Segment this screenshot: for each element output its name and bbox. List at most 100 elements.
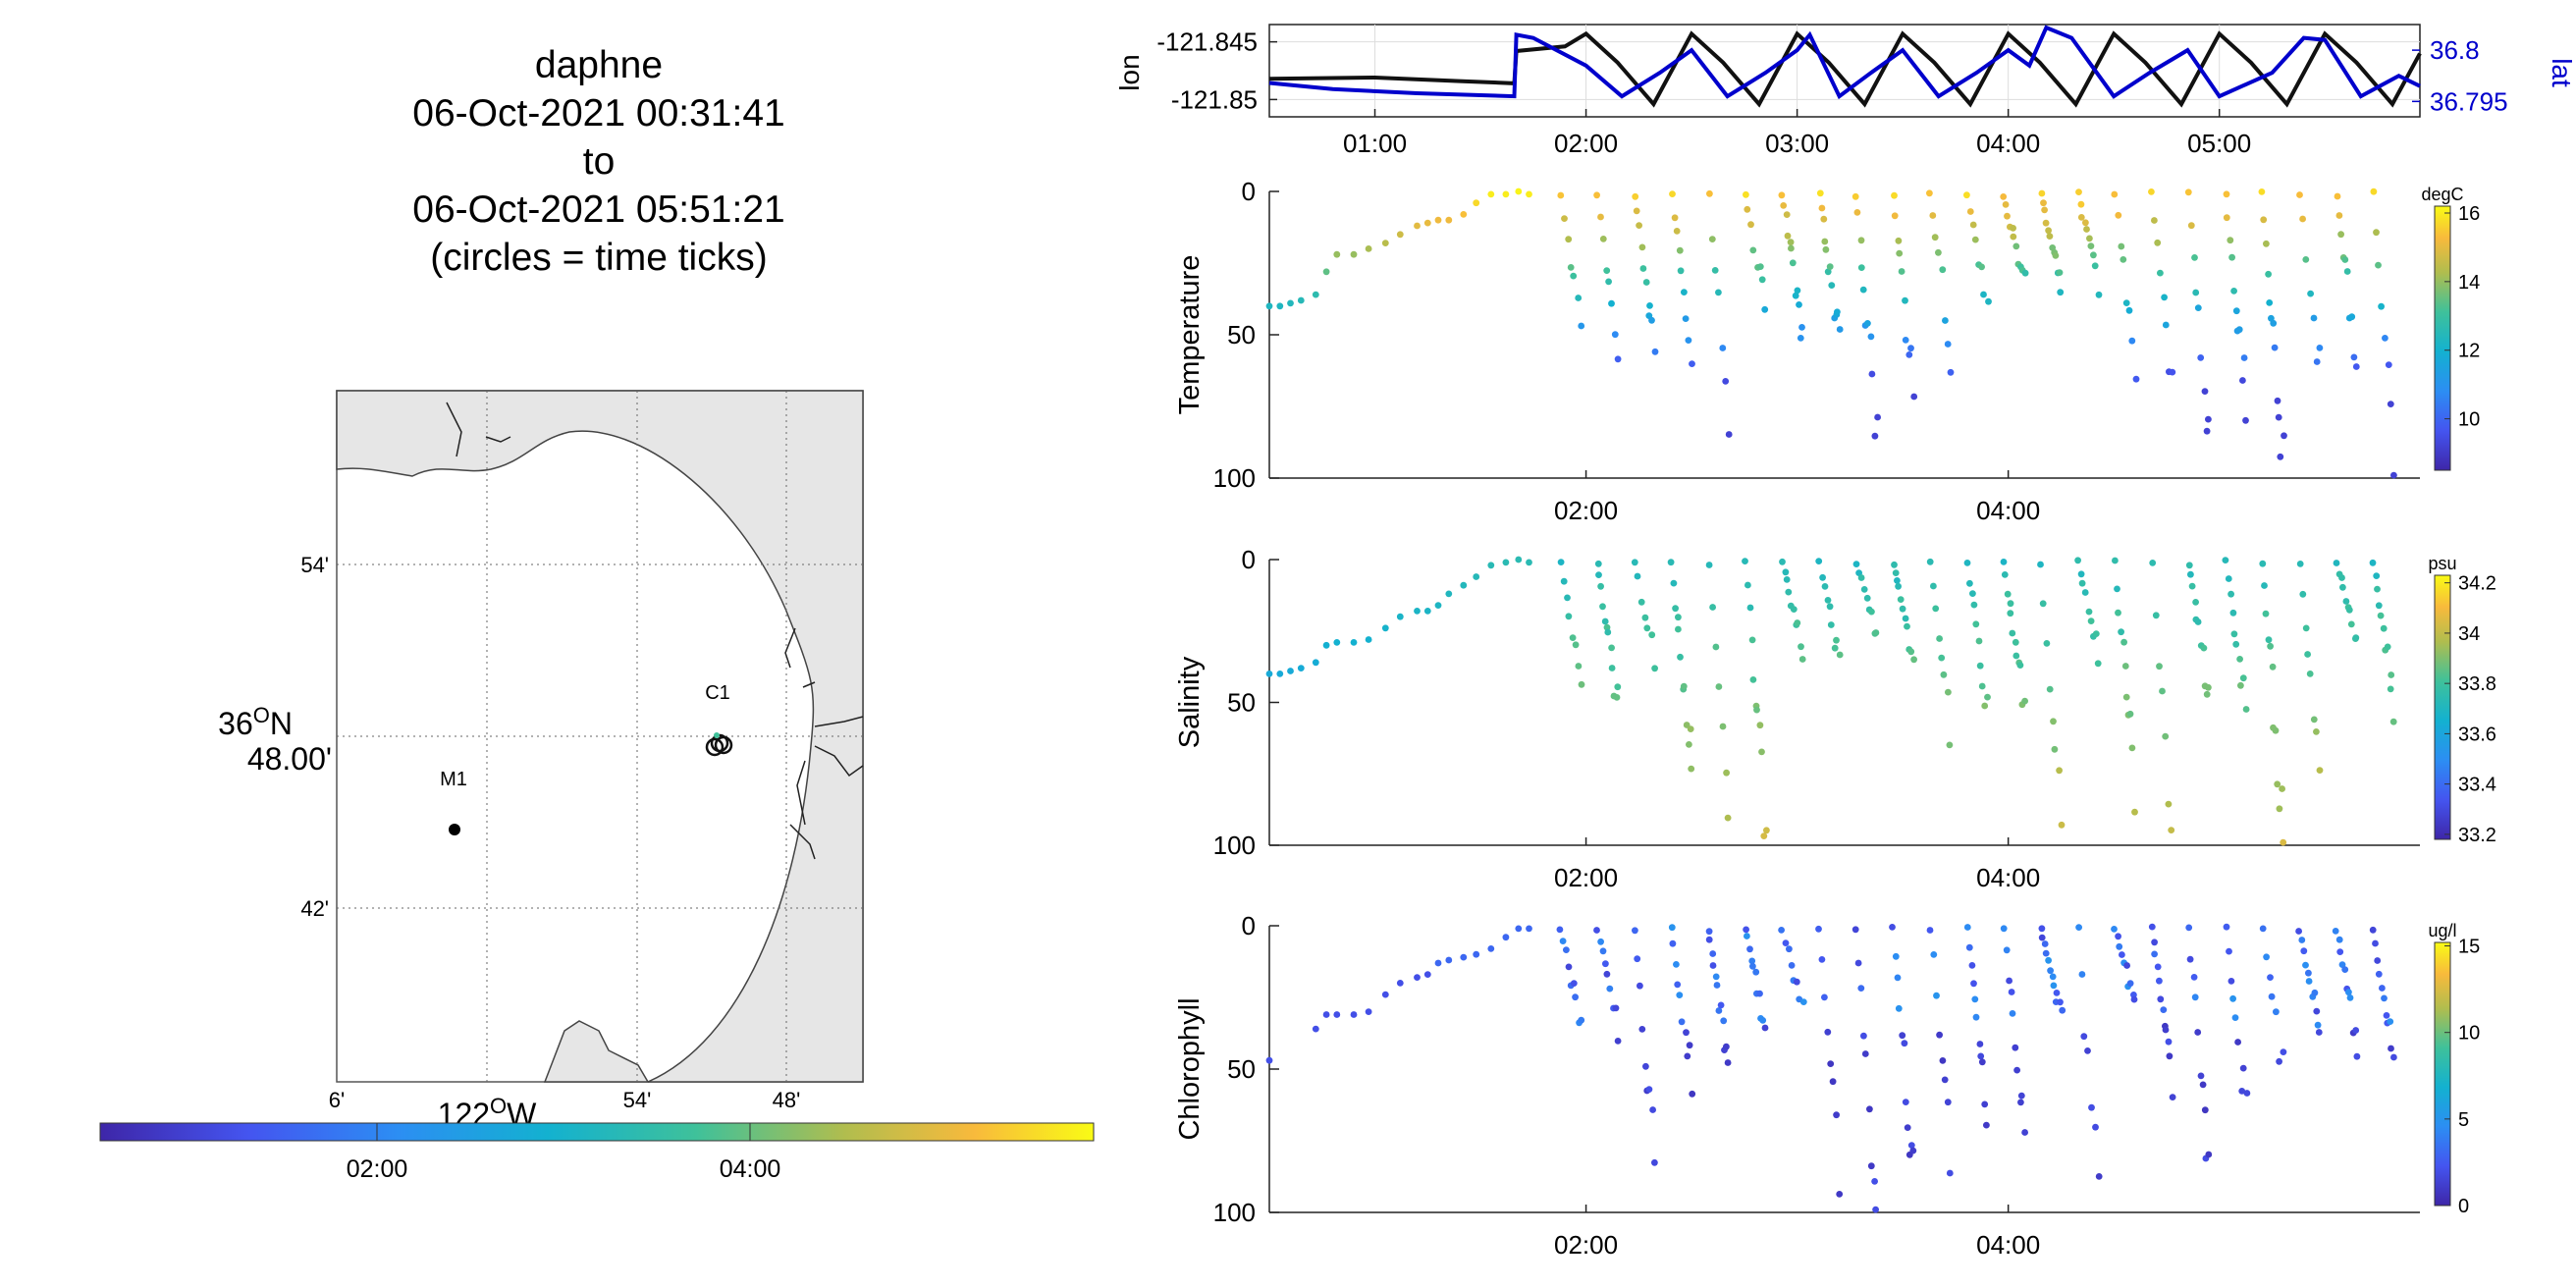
station-c1: C1 bbox=[705, 682, 733, 757]
temperature-data-point bbox=[2157, 269, 2164, 277]
chlorophyll-data-point bbox=[1720, 1017, 1728, 1025]
lat-series-line bbox=[1268, 25, 2421, 100]
chlorophyll-data-point bbox=[2383, 1012, 2390, 1019]
chlorophyll-data-point bbox=[2313, 1007, 2321, 1015]
salinity-data-point bbox=[2012, 652, 2020, 660]
chlorophyll-data-point bbox=[2315, 1029, 2323, 1036]
temperature-data-point bbox=[1681, 289, 1688, 295]
temperature-data-point bbox=[2115, 211, 2122, 219]
salinity-data-point bbox=[1821, 583, 1829, 590]
chlorophyll-data-point bbox=[1578, 1016, 1585, 1024]
temperature-data-point bbox=[1646, 302, 1653, 309]
salinity-data-point bbox=[2081, 589, 2089, 596]
temperature-data-point bbox=[2075, 188, 2082, 196]
chlorophyll-xtick-label-0: 02:00 bbox=[1554, 1230, 1618, 1260]
chlorophyll-data-point bbox=[2162, 1026, 2170, 1034]
salinity-data-point bbox=[1460, 581, 1468, 589]
chlorophyll-data-point bbox=[1434, 959, 1442, 967]
temperature-colorbar-tick-label-3: 10 bbox=[2458, 409, 2480, 431]
chlorophyll-data-point bbox=[2123, 962, 2131, 969]
salinity-data-point bbox=[2342, 598, 2350, 605]
salinity-data-point bbox=[1675, 625, 1682, 633]
temperature-axis-label: Temperature bbox=[1174, 255, 1206, 415]
chlorophyll-data-point bbox=[2012, 1044, 2019, 1051]
salinity-data-point bbox=[2115, 609, 2121, 617]
temperature-data-point bbox=[1605, 278, 1612, 286]
salinity-data-point bbox=[2222, 557, 2229, 564]
salinity-data-point bbox=[2165, 800, 2173, 808]
chlorophyll-data-point bbox=[1930, 951, 1938, 958]
chlorophyll-colorbar bbox=[2434, 941, 2451, 1207]
chlorophyll-data-point bbox=[1894, 974, 1902, 982]
chlorophyll-data-point bbox=[2045, 956, 2053, 964]
map-lon-tick-6: 6' bbox=[329, 1088, 345, 1112]
temperature-data-point bbox=[1689, 360, 1695, 367]
salinity-data-point bbox=[2380, 624, 2388, 632]
temperature-data-point bbox=[1265, 302, 1273, 310]
salinity-data-point bbox=[1381, 624, 1389, 632]
temperature-data-point bbox=[1797, 335, 1804, 342]
temperature-data-point bbox=[1816, 189, 1824, 197]
chlorophyll-data-point bbox=[1786, 945, 1793, 953]
salinity-data-point bbox=[2152, 612, 2160, 619]
salinity-data-point bbox=[1831, 644, 1839, 652]
chlorophyll-data-point bbox=[1423, 971, 1431, 978]
temperature-data-point bbox=[2004, 212, 2011, 220]
chlorophyll-data-point bbox=[1981, 1100, 1989, 1108]
chlorophyll-data-point bbox=[1829, 1078, 1837, 1086]
salinity-data-point bbox=[1895, 582, 1902, 590]
chlorophyll-data-point bbox=[2154, 963, 2162, 971]
temperature-data-point bbox=[1638, 243, 1646, 251]
chlorophyll-data-point bbox=[1712, 973, 1720, 981]
chlorophyll-data-point bbox=[2338, 961, 2346, 968]
chlorophyll-data-point bbox=[2115, 933, 2122, 940]
station-c1-label: C1 bbox=[705, 682, 730, 704]
temperature-data-point bbox=[2122, 299, 2130, 306]
temperature-data-point bbox=[2046, 233, 2054, 241]
temperature-data-point bbox=[1780, 202, 1788, 209]
chlorophyll-data-point bbox=[2148, 923, 2156, 931]
temperature-data-point bbox=[2057, 289, 2065, 296]
salinity-data-point bbox=[2306, 671, 2314, 677]
chlorophyll-data-point bbox=[1968, 962, 1976, 969]
map-lon-degree-mark: O bbox=[490, 1094, 507, 1118]
salinity-colorbar-tick-label-5: 33.2 bbox=[2458, 825, 2496, 846]
temperature-data-point bbox=[1460, 211, 1468, 218]
temperature-data-point bbox=[1902, 296, 1908, 304]
chlorophyll-data-point bbox=[1381, 991, 1389, 998]
lonlat-axes-frame bbox=[1268, 24, 2421, 118]
temperature-data-point bbox=[1798, 324, 1805, 331]
salinity-data-point bbox=[1863, 594, 1871, 602]
salinity-data-point bbox=[1984, 693, 1991, 701]
temperature-data-point bbox=[1685, 337, 1692, 344]
salinity-data-point bbox=[1648, 631, 1656, 639]
chlorophyll-data-point bbox=[1705, 936, 1713, 943]
chlorophyll-data-point bbox=[1676, 992, 1684, 998]
temperature-data-point bbox=[1868, 370, 1876, 378]
salinity-data-point bbox=[1613, 694, 1621, 701]
salinity-data-point bbox=[2085, 608, 2093, 616]
salinity-data-point bbox=[1688, 765, 1695, 773]
chlorophyll-data-point bbox=[1599, 947, 1607, 955]
salinity-data-point bbox=[2388, 671, 2395, 678]
salinity-data-point bbox=[1782, 568, 1790, 576]
chlorophyll-data-point bbox=[1744, 933, 1750, 939]
salinity-data-point bbox=[1414, 608, 1421, 615]
temperature-data-point bbox=[1673, 228, 1681, 235]
temperature-data-point bbox=[1636, 222, 1642, 230]
salinity-data-point bbox=[2000, 559, 2008, 565]
chlorophyll-data-point bbox=[2042, 949, 2050, 957]
temperature-data-point bbox=[1891, 191, 1898, 199]
salinity-data-point bbox=[2267, 642, 2275, 650]
chlorophyll-data-point bbox=[1487, 945, 1495, 952]
chlorophyll-data-point bbox=[1821, 993, 1828, 1001]
salinity-data-point bbox=[2162, 732, 2170, 740]
salinity-data-point bbox=[2126, 710, 2134, 718]
temperature-colorbar bbox=[2434, 205, 2451, 471]
salinity-data-point bbox=[2242, 706, 2250, 713]
chlorophyll-data-point bbox=[1799, 998, 1807, 1005]
chlorophyll-data-point bbox=[1572, 993, 1579, 1001]
chlorophyll-data-point bbox=[1683, 1029, 1690, 1037]
temperature-data-point bbox=[1980, 291, 1987, 298]
